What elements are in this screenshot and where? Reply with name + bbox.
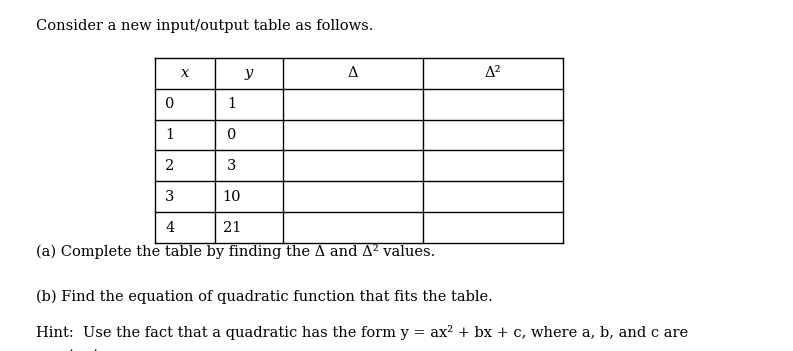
Text: Hint:  Use the fact that a quadratic has the form y = ax² + bx + c, where a, b, : Hint: Use the fact that a quadratic has …: [36, 325, 688, 340]
Text: y: y: [245, 66, 253, 80]
Text: x: x: [181, 66, 189, 80]
Text: Δ: Δ: [347, 66, 358, 80]
Text: (b) Find the equation of quadratic function that fits the table.: (b) Find the equation of quadratic funct…: [36, 290, 492, 304]
Text: 0: 0: [165, 97, 174, 111]
Text: Consider a new input/output table as follows.: Consider a new input/output table as fol…: [36, 19, 373, 33]
Text: 0: 0: [228, 128, 236, 142]
Text: (a) Complete the table by finding the Δ and Δ² values.: (a) Complete the table by finding the Δ …: [36, 244, 435, 259]
Text: 21: 21: [223, 220, 241, 234]
Text: Δ²: Δ²: [485, 66, 501, 80]
Text: 4: 4: [166, 220, 174, 234]
Text: 10: 10: [223, 190, 241, 204]
Text: 1: 1: [166, 128, 174, 142]
Text: constants: constants: [36, 349, 108, 351]
Text: 1: 1: [228, 97, 236, 111]
Text: 2: 2: [166, 159, 174, 173]
Text: 3: 3: [165, 190, 174, 204]
Text: 3: 3: [228, 159, 236, 173]
